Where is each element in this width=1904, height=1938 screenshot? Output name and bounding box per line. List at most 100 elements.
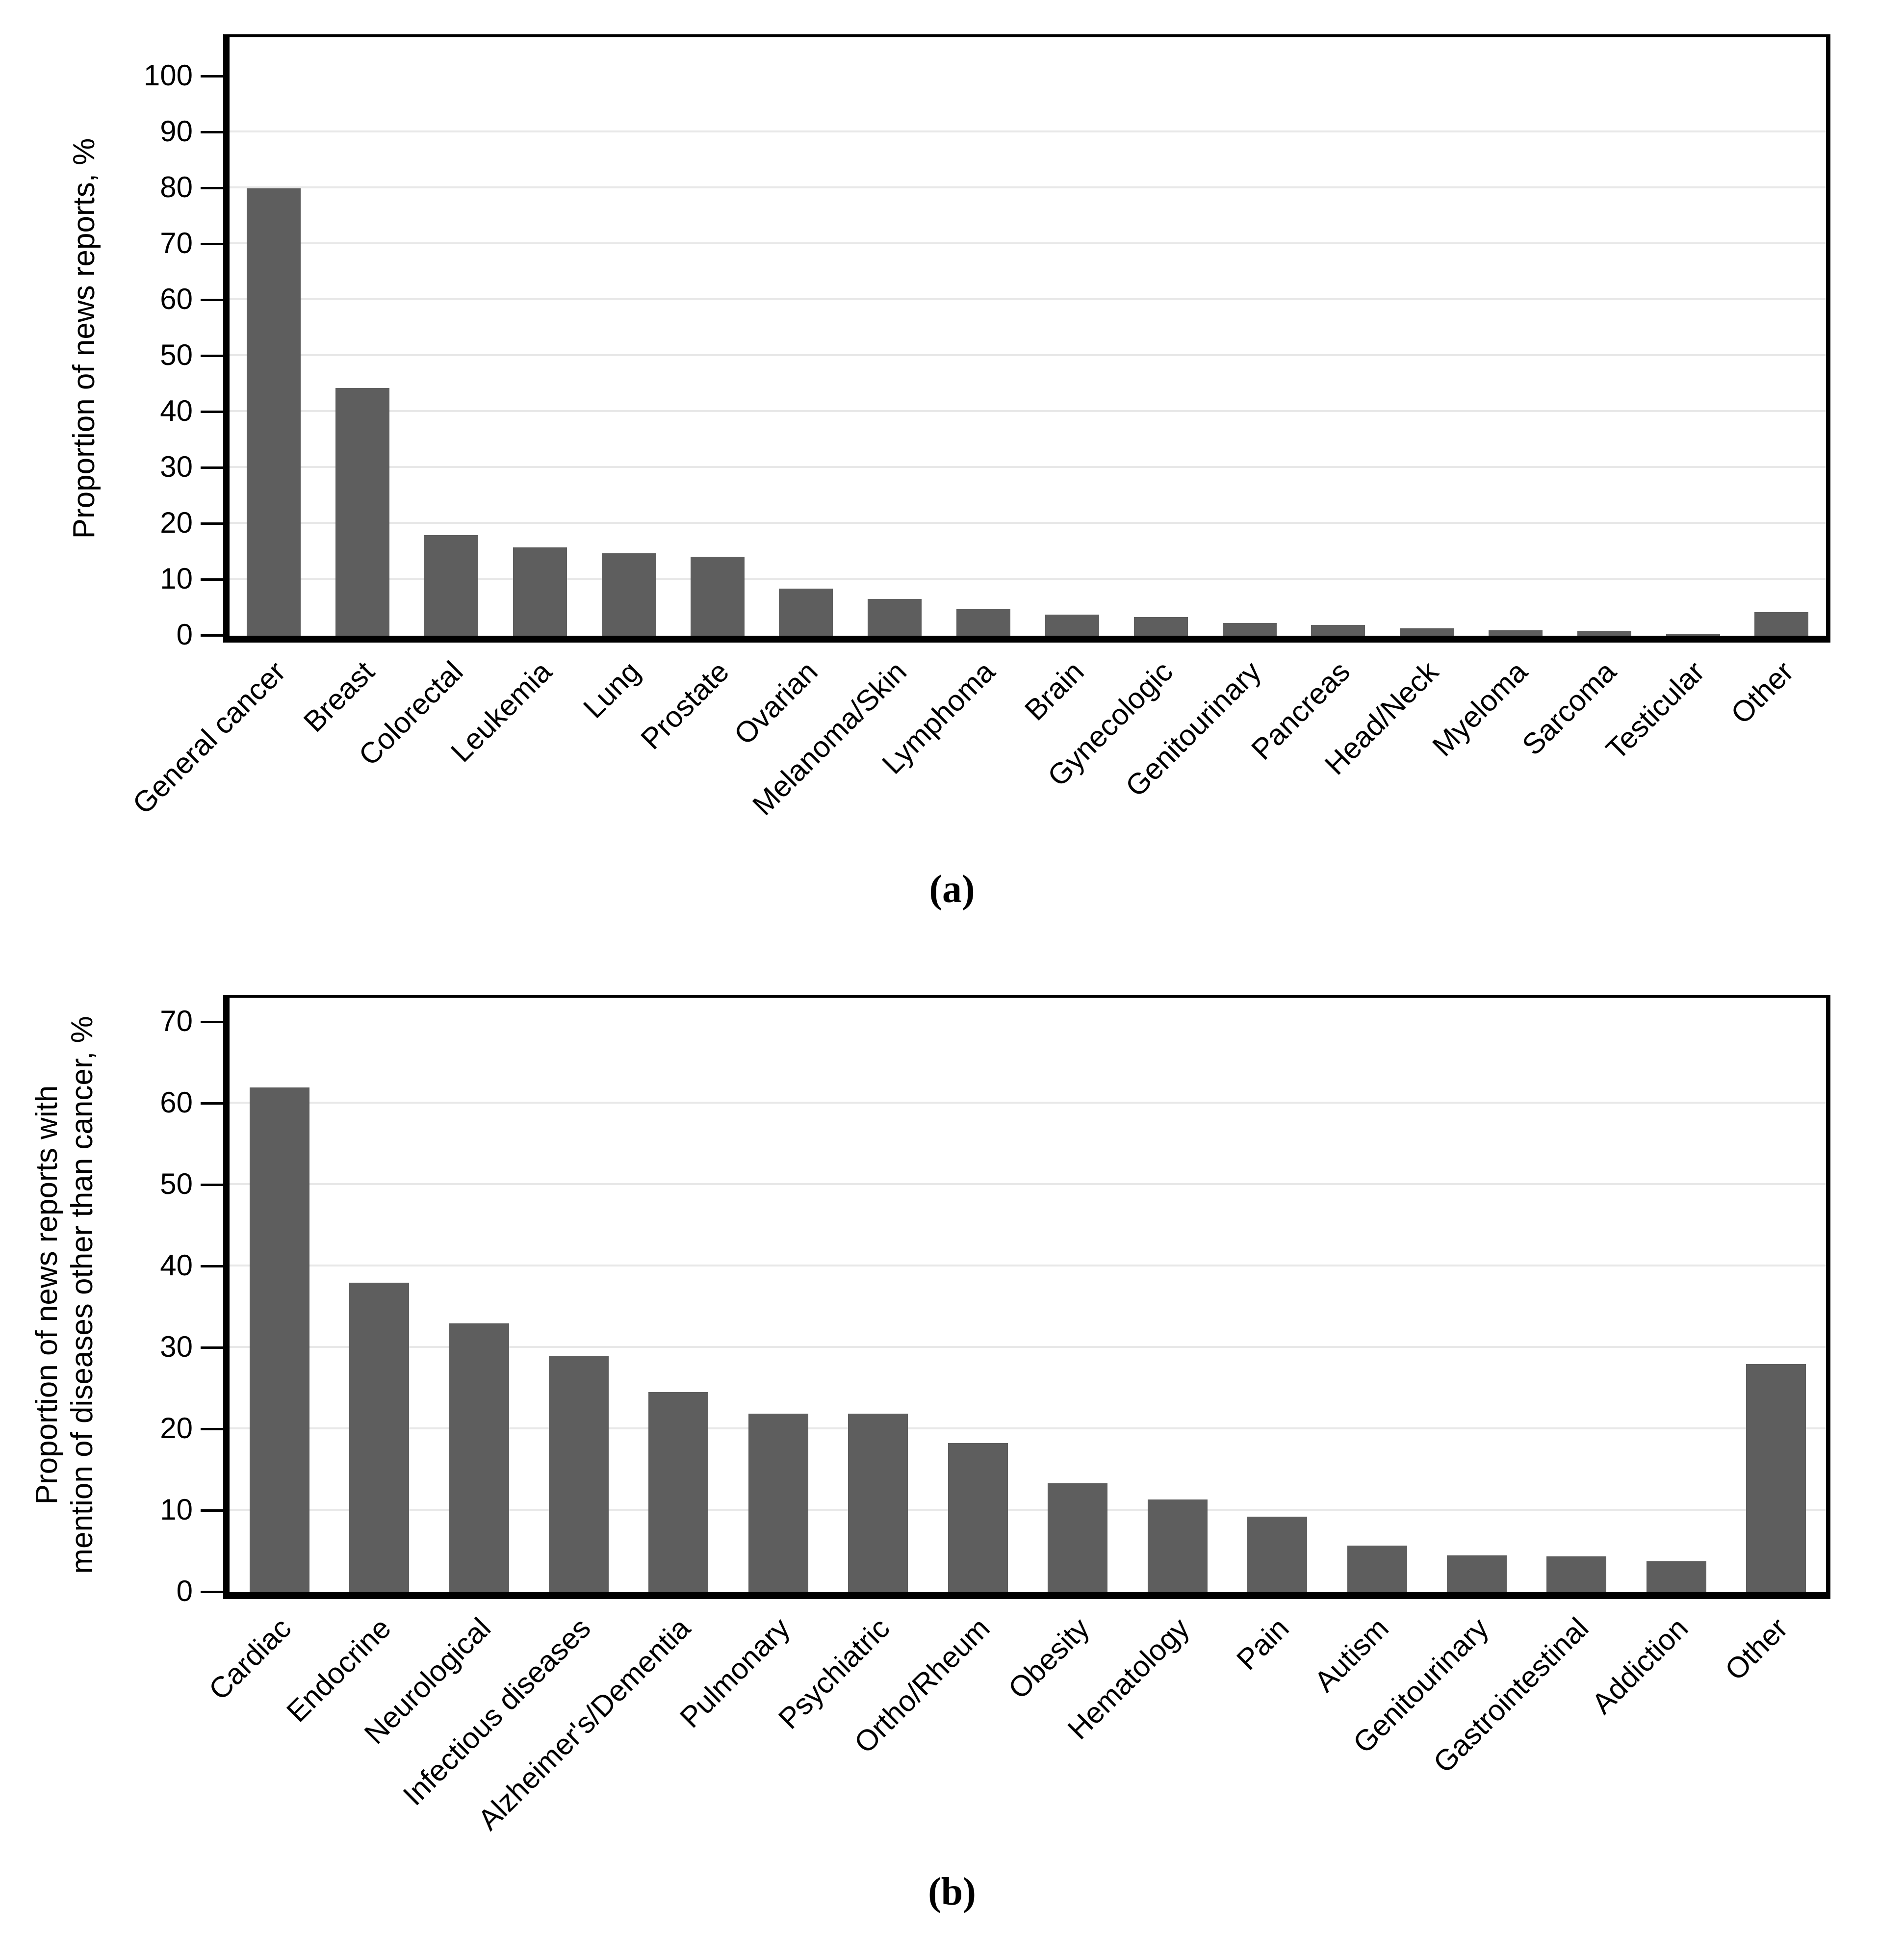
gridline bbox=[230, 1264, 1826, 1266]
bar-gastrointestinal bbox=[1546, 1556, 1607, 1592]
caption-a: (a) bbox=[929, 868, 975, 911]
y-tick-label: 0 bbox=[176, 618, 193, 651]
bar-pulmonary bbox=[748, 1414, 808, 1592]
plot-area: 0 10 20 30 40 50 60 70 Cardiac Endocrine Neurolog… bbox=[160, 995, 1830, 1836]
gridline bbox=[230, 1101, 1826, 1104]
y-tick-label: 10 bbox=[160, 1493, 193, 1526]
bar-sarcoma bbox=[1577, 630, 1631, 636]
gridline bbox=[230, 1427, 1826, 1429]
y-tick-label: 20 bbox=[160, 1411, 193, 1445]
caption-b: (b) bbox=[928, 1870, 976, 1913]
y-tick-mark bbox=[201, 354, 223, 357]
y-tick-mark bbox=[201, 410, 223, 413]
x-tick-label: Cardiac bbox=[202, 1611, 298, 1706]
plot-area: 0 10 20 30 40 50 60 70 80 90 100 General cancer Bre… bbox=[127, 34, 1830, 822]
y-tick-label: 80 bbox=[160, 170, 193, 204]
bar-general-cancer bbox=[247, 188, 301, 636]
gridline bbox=[230, 1183, 1826, 1185]
y-tick-label: 0 bbox=[176, 1575, 193, 1607]
gridline bbox=[230, 242, 1826, 244]
bar-neurological bbox=[449, 1323, 509, 1592]
gridline bbox=[230, 186, 1826, 188]
y-tick-mark bbox=[201, 466, 223, 469]
y-tick-label: 30 bbox=[160, 450, 193, 483]
bar-other bbox=[1746, 1364, 1806, 1592]
x-tick-label: Other bbox=[1719, 1611, 1794, 1687]
y-axis-label-line: Proportion of news reports with bbox=[30, 1085, 64, 1505]
bar-pain bbox=[1247, 1516, 1308, 1592]
y-tick-mark bbox=[201, 1183, 223, 1186]
y-axis-ticks: 0 10 20 30 40 50 60 70 80 90 100 bbox=[144, 37, 1826, 649]
bar-alzheimer-s-dementia bbox=[648, 1392, 709, 1592]
y-tick-mark bbox=[201, 634, 223, 637]
y-tick-mark bbox=[201, 1591, 223, 1593]
bar-ovarian bbox=[779, 589, 833, 636]
bar-hematology bbox=[1147, 1499, 1208, 1592]
bar-obesity bbox=[1048, 1483, 1108, 1592]
bar-lymphoma bbox=[956, 609, 1011, 636]
y-tick-mark bbox=[201, 1020, 223, 1023]
y-tick-mark bbox=[201, 75, 223, 78]
y-tick-mark bbox=[201, 1427, 223, 1430]
gridline bbox=[230, 465, 1826, 468]
bar-ortho-rheum bbox=[948, 1443, 1008, 1592]
x-tick-label: Addiction bbox=[1585, 1611, 1695, 1721]
bar-cardiac bbox=[249, 1087, 309, 1592]
y-tick-mark bbox=[201, 298, 223, 301]
gridline bbox=[230, 410, 1826, 412]
y-tick-mark bbox=[201, 186, 223, 189]
bar-genitourinary bbox=[1446, 1555, 1507, 1592]
y-tick-mark bbox=[201, 1102, 223, 1105]
y-tick-label: 100 bbox=[143, 58, 193, 92]
y-tick-label: 40 bbox=[160, 1248, 193, 1282]
bar-prostate bbox=[690, 557, 745, 636]
x-tick-label: Obesity bbox=[1002, 1611, 1096, 1705]
y-tick-label: 10 bbox=[160, 562, 193, 595]
bar-infectious-diseases bbox=[549, 1356, 609, 1592]
x-tick-label: Pain bbox=[1230, 1611, 1295, 1677]
y-tick-label: 50 bbox=[160, 1167, 193, 1200]
y-tick-label: 70 bbox=[160, 226, 193, 259]
x-tick-label: Infectious diseases bbox=[396, 1611, 597, 1812]
bar-pancreas bbox=[1311, 625, 1365, 636]
y-tick-label: 30 bbox=[160, 1330, 193, 1363]
y-tick-mark bbox=[201, 1346, 223, 1349]
bar-melanoma-skin bbox=[868, 598, 922, 636]
y-tick-label: 40 bbox=[160, 394, 193, 427]
bar-other bbox=[1754, 612, 1809, 636]
y-axis-ticks: 0 10 20 30 40 50 60 70 bbox=[160, 998, 1826, 1606]
y-tick-label: 60 bbox=[160, 1085, 193, 1119]
gridline bbox=[230, 298, 1826, 300]
y-tick-mark bbox=[201, 578, 223, 581]
gridline bbox=[230, 521, 1826, 524]
bar-head-neck bbox=[1400, 628, 1454, 636]
bar-autism bbox=[1347, 1546, 1407, 1592]
bar-genitourinary bbox=[1222, 622, 1277, 636]
gridline bbox=[230, 130, 1826, 132]
bar-gynecologic bbox=[1133, 617, 1188, 636]
y-tick-mark bbox=[201, 522, 223, 525]
y-tick-label: 70 bbox=[160, 1004, 193, 1037]
y-tick-label: 50 bbox=[160, 338, 193, 371]
gridline bbox=[230, 577, 1826, 580]
gridlines bbox=[230, 998, 1826, 1592]
bar-endocrine bbox=[349, 1283, 410, 1592]
bar-brain bbox=[1045, 614, 1099, 636]
y-tick-mark bbox=[201, 242, 223, 245]
bar-series bbox=[230, 998, 1826, 1592]
gridlines bbox=[230, 37, 1826, 636]
y-tick-label: 60 bbox=[160, 282, 193, 315]
bar-lung bbox=[601, 553, 656, 636]
y-tick-mark bbox=[201, 130, 223, 133]
y-tick-label: 20 bbox=[160, 506, 193, 539]
bar-series bbox=[230, 37, 1826, 636]
bar-leukemia bbox=[513, 547, 567, 636]
gridline bbox=[230, 354, 1826, 356]
y-tick-label: 90 bbox=[160, 114, 193, 148]
bar-psychiatric bbox=[848, 1414, 908, 1592]
x-tick-label: Autism bbox=[1308, 1611, 1395, 1699]
bar-testicular bbox=[1666, 634, 1720, 636]
gridline bbox=[230, 1345, 1826, 1348]
